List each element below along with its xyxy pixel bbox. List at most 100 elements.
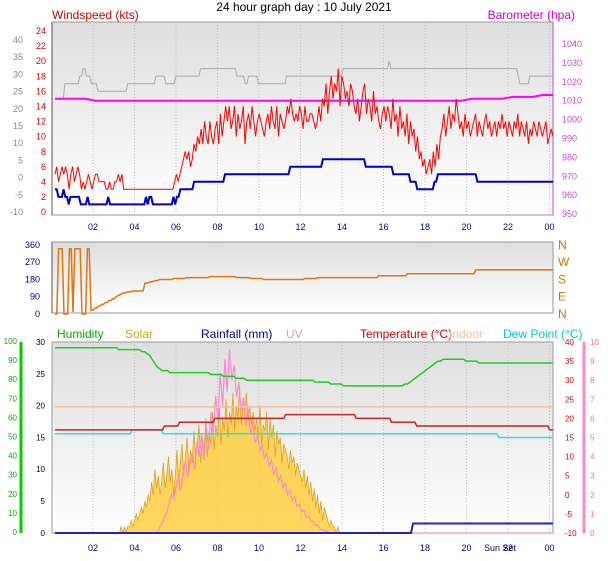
left-tick-label-red: 12: [36, 117, 46, 127]
uv-tick-label: 6: [590, 414, 595, 423]
left-tick-label: 0: [41, 529, 46, 538]
left-tick-label-red: 6: [41, 162, 46, 172]
x-tick-label: 10: [254, 222, 264, 232]
left-tick-label-red: 20: [36, 56, 46, 66]
left-tick-label: 15: [36, 433, 45, 442]
right-tick-label: 960: [562, 190, 577, 200]
temp-tick-label: 40: [565, 338, 574, 347]
legend-temperature: Temperature (°C): [360, 327, 452, 341]
x-tick-label: 18: [420, 543, 430, 553]
windspeed-series: [54, 68, 554, 190]
temp-tick-label: 0: [565, 491, 570, 500]
x-tick-label: 04: [129, 543, 139, 553]
left-tick-label-red: 2: [41, 192, 46, 202]
uv-tick-label: 5: [590, 434, 595, 443]
humidity-tick-label: 80: [8, 375, 17, 384]
rainfall-series: [55, 522, 553, 534]
x-tick-label: 02: [88, 222, 98, 232]
temp-tick-label: 25: [565, 395, 574, 404]
left-tick-label-red: 16: [36, 86, 46, 96]
right-tick-label: 990: [562, 134, 577, 144]
compass-label: N: [558, 307, 567, 321]
left-tick-label: 5: [41, 497, 46, 506]
right-tick-label: 1020: [562, 77, 582, 87]
x-tick-label: 04: [129, 222, 139, 232]
left-tick-label: 5: [18, 155, 23, 165]
uv-tick-label: 8: [590, 376, 595, 385]
left-tick-label: 40: [13, 35, 23, 45]
x-tick-label: 02: [88, 543, 98, 553]
legend-solar: Solar: [125, 327, 153, 341]
x-tick-label: 08: [212, 222, 222, 232]
barometer-label: Barometer (hpa): [488, 8, 575, 22]
legend-dewpoint: Dew Point (°C): [503, 327, 582, 341]
x-tick-label: 06: [171, 543, 181, 553]
x-tick-label: 16: [378, 222, 388, 232]
left-tick-label-red: 24: [36, 26, 46, 36]
left-tick-label-red: 14: [36, 102, 46, 112]
x-tick-label: 00: [544, 543, 554, 553]
x-tick-label: 20: [461, 222, 471, 232]
humidity-tick-label: 30: [8, 471, 17, 480]
x-tick-label: 12: [295, 543, 305, 553]
temperature-series: [55, 413, 553, 431]
left-tick-label: -10: [10, 207, 23, 217]
left-tick-label: 35: [13, 52, 23, 62]
right-tick-label: 1000: [562, 115, 582, 125]
compass-label: N: [558, 238, 567, 252]
uv-tick-label: 4: [590, 453, 595, 462]
uv-tick-label: 0: [590, 529, 595, 538]
windspeed-label: Windspeed (kts): [52, 8, 139, 22]
x-tick-label: 18: [420, 222, 430, 232]
humidity-tick-label: 70: [8, 394, 17, 403]
barometer-series: [55, 94, 553, 102]
right-tick-label: 980: [562, 152, 577, 162]
plot-area-direction: [51, 241, 554, 314]
temp-tick-label: -5: [565, 510, 573, 519]
left-tick-label: 25: [36, 370, 45, 379]
temp-tick-label: 20: [565, 414, 574, 423]
left-tick-label-red: 10: [36, 132, 46, 142]
x-tick-label: 00: [544, 222, 554, 232]
humidity-tick-label: 50: [8, 433, 17, 442]
legend-humidity: Humidity: [57, 327, 104, 341]
dir-tick-label: 90: [30, 292, 40, 302]
humidity-tick-label: 40: [8, 452, 17, 461]
left-tick-label: 15: [13, 121, 23, 131]
humidity-tick-label: 90: [8, 356, 17, 365]
left-tick-label: 10: [13, 138, 23, 148]
left-tick-label-red: 0: [41, 207, 46, 217]
x-tick-label: 22: [503, 222, 513, 232]
plot-area-wind: [51, 21, 554, 216]
humidity-tick-label: 20: [8, 490, 17, 499]
left-tick-label-red: 8: [41, 147, 46, 157]
x-tick-label: 12: [295, 222, 305, 232]
left-tick-label: 20: [13, 104, 23, 114]
left-tick-label: 10: [36, 465, 45, 474]
humidity-tick-label: 10: [8, 509, 17, 518]
page-title: 24 hour graph day : 10 July 2021: [216, 0, 392, 14]
legend-rainfall: Rainfall (mm): [201, 327, 272, 341]
humidity-tick-label: 100: [4, 337, 18, 346]
x-tick-label: 08: [212, 543, 222, 553]
left-tick-label-red: 4: [41, 177, 46, 187]
temp-tick-label: -10: [565, 529, 577, 538]
uv-tick-label: 3: [590, 472, 595, 481]
left-tick-label: 30: [36, 338, 45, 347]
x-tick-label: 10: [254, 543, 264, 553]
gust-series: [55, 60, 553, 100]
left-tick-label-red: 22: [36, 41, 46, 51]
right-tick-label: 970: [562, 171, 577, 181]
temp-tick-label: 30: [565, 376, 574, 385]
dir-tick-label: 270: [25, 257, 40, 267]
right-tick-label: 950: [562, 209, 577, 219]
x-tick-label: 20: [461, 543, 471, 553]
uv-tick-label: 7: [590, 395, 595, 404]
x-tick-label: 22: [503, 543, 513, 553]
compass-label: E: [558, 290, 566, 304]
temp-tick-label: 15: [565, 434, 574, 443]
uv-tick-label: 2: [590, 491, 595, 500]
temp-tick-label: 10: [565, 453, 574, 462]
uv-tick-label: 9: [590, 357, 595, 366]
